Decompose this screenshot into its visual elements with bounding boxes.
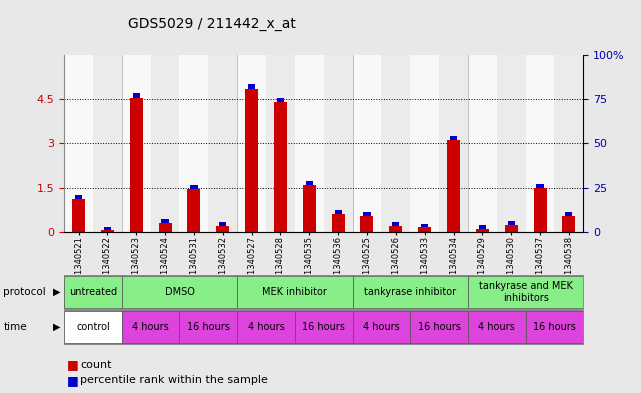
Text: 16 hours: 16 hours bbox=[418, 322, 460, 332]
Text: MEK inhibitor: MEK inhibitor bbox=[262, 287, 328, 297]
Bar bbox=[72, 199, 85, 232]
Text: 4 hours: 4 hours bbox=[478, 322, 515, 332]
Bar bbox=[468, 311, 526, 343]
Bar bbox=[353, 311, 410, 343]
Bar bbox=[410, 311, 468, 343]
Text: 4 hours: 4 hours bbox=[132, 322, 169, 332]
Bar bbox=[237, 311, 295, 343]
Text: 16 hours: 16 hours bbox=[187, 322, 229, 332]
Bar bbox=[245, 89, 258, 232]
Bar bbox=[450, 136, 457, 140]
Bar bbox=[476, 229, 489, 232]
Bar bbox=[64, 276, 122, 308]
Bar bbox=[208, 55, 237, 232]
Bar bbox=[237, 276, 353, 308]
Bar bbox=[190, 185, 197, 189]
Bar bbox=[303, 185, 316, 232]
Bar bbox=[324, 55, 353, 232]
Bar bbox=[421, 224, 428, 228]
Text: 4 hours: 4 hours bbox=[247, 322, 285, 332]
Text: ▶: ▶ bbox=[53, 322, 60, 332]
Text: count: count bbox=[80, 360, 112, 370]
Text: 16 hours: 16 hours bbox=[533, 322, 576, 332]
Bar bbox=[162, 219, 169, 223]
Text: 4 hours: 4 hours bbox=[363, 322, 400, 332]
Bar bbox=[248, 84, 255, 89]
Bar bbox=[295, 311, 353, 343]
Bar bbox=[533, 187, 547, 232]
Text: time: time bbox=[3, 322, 27, 332]
Bar bbox=[158, 223, 172, 232]
Text: protocol: protocol bbox=[3, 287, 46, 297]
Bar bbox=[439, 55, 468, 232]
Bar bbox=[122, 276, 237, 308]
Text: tankyrase and MEK
inhibitors: tankyrase and MEK inhibitors bbox=[479, 281, 572, 303]
Bar bbox=[306, 181, 313, 185]
Bar bbox=[122, 311, 179, 343]
Bar bbox=[526, 311, 583, 343]
Text: DMSO: DMSO bbox=[165, 287, 194, 297]
Bar bbox=[266, 55, 295, 232]
Bar bbox=[93, 55, 122, 232]
Bar bbox=[151, 55, 179, 232]
Bar bbox=[101, 230, 114, 232]
Bar bbox=[104, 227, 111, 230]
Bar bbox=[562, 216, 576, 232]
Bar bbox=[179, 55, 208, 232]
Bar bbox=[353, 55, 381, 232]
Text: control: control bbox=[76, 322, 110, 332]
Text: 16 hours: 16 hours bbox=[303, 322, 345, 332]
Bar bbox=[392, 222, 399, 226]
Text: ■: ■ bbox=[67, 358, 79, 371]
Bar bbox=[129, 98, 143, 232]
Bar bbox=[64, 311, 122, 343]
Bar bbox=[75, 195, 82, 199]
Text: ■: ■ bbox=[67, 374, 79, 387]
Bar bbox=[410, 55, 439, 232]
Bar bbox=[331, 214, 345, 232]
Bar bbox=[468, 55, 497, 232]
Bar bbox=[389, 226, 403, 232]
Bar bbox=[479, 225, 486, 229]
Bar bbox=[295, 55, 324, 232]
Bar bbox=[418, 228, 431, 232]
Bar bbox=[64, 55, 93, 232]
Bar bbox=[537, 184, 544, 187]
Text: untreated: untreated bbox=[69, 287, 117, 297]
Bar bbox=[554, 55, 583, 232]
Bar bbox=[363, 212, 370, 216]
Text: ▶: ▶ bbox=[53, 287, 60, 297]
Bar bbox=[504, 224, 518, 232]
Bar bbox=[447, 140, 460, 232]
Bar bbox=[216, 226, 229, 232]
Bar bbox=[277, 98, 284, 102]
Bar bbox=[133, 93, 140, 98]
Bar bbox=[468, 276, 583, 308]
Bar bbox=[187, 189, 201, 232]
Bar bbox=[508, 221, 515, 224]
Bar bbox=[179, 311, 237, 343]
Bar bbox=[526, 55, 554, 232]
Bar bbox=[360, 216, 374, 232]
Bar bbox=[353, 276, 468, 308]
Bar bbox=[237, 55, 266, 232]
Text: GDS5029 / 211442_x_at: GDS5029 / 211442_x_at bbox=[128, 17, 296, 31]
Text: tankyrase inhibitor: tankyrase inhibitor bbox=[364, 287, 456, 297]
Bar bbox=[335, 210, 342, 214]
Bar bbox=[219, 222, 226, 226]
Bar bbox=[122, 55, 151, 232]
Text: percentile rank within the sample: percentile rank within the sample bbox=[80, 375, 268, 386]
Bar bbox=[274, 102, 287, 232]
Bar bbox=[497, 55, 526, 232]
Bar bbox=[381, 55, 410, 232]
Bar bbox=[565, 212, 572, 216]
